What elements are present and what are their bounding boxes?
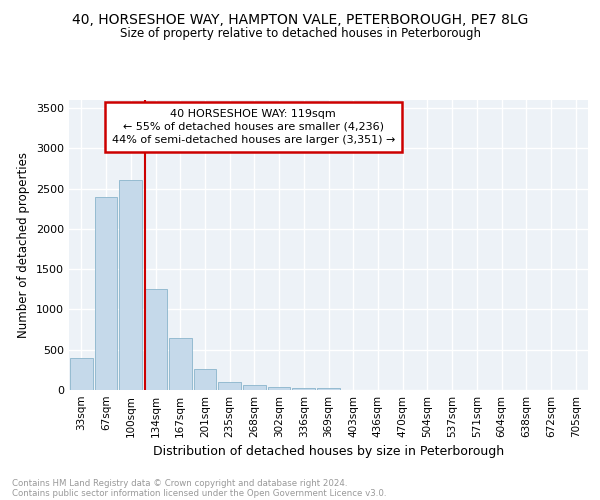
- Bar: [194, 370, 216, 390]
- Bar: [243, 385, 266, 390]
- Text: 40 HORSESHOE WAY: 119sqm
← 55% of detached houses are smaller (4,236)
44% of sem: 40 HORSESHOE WAY: 119sqm ← 55% of detach…: [112, 108, 395, 145]
- Bar: [70, 358, 93, 390]
- X-axis label: Distribution of detached houses by size in Peterborough: Distribution of detached houses by size …: [153, 446, 504, 458]
- Text: Contains HM Land Registry data © Crown copyright and database right 2024.: Contains HM Land Registry data © Crown c…: [12, 478, 347, 488]
- Bar: [218, 382, 241, 390]
- Bar: [317, 388, 340, 390]
- Bar: [95, 198, 118, 390]
- Text: 40, HORSESHOE WAY, HAMPTON VALE, PETERBOROUGH, PE7 8LG: 40, HORSESHOE WAY, HAMPTON VALE, PETERBO…: [72, 12, 528, 26]
- Text: Size of property relative to detached houses in Peterborough: Size of property relative to detached ho…: [119, 28, 481, 40]
- Bar: [292, 388, 315, 390]
- Bar: [144, 290, 167, 390]
- Bar: [268, 387, 290, 390]
- Bar: [169, 338, 191, 390]
- Bar: [119, 180, 142, 390]
- Y-axis label: Number of detached properties: Number of detached properties: [17, 152, 31, 338]
- Text: Contains public sector information licensed under the Open Government Licence v3: Contains public sector information licen…: [12, 488, 386, 498]
